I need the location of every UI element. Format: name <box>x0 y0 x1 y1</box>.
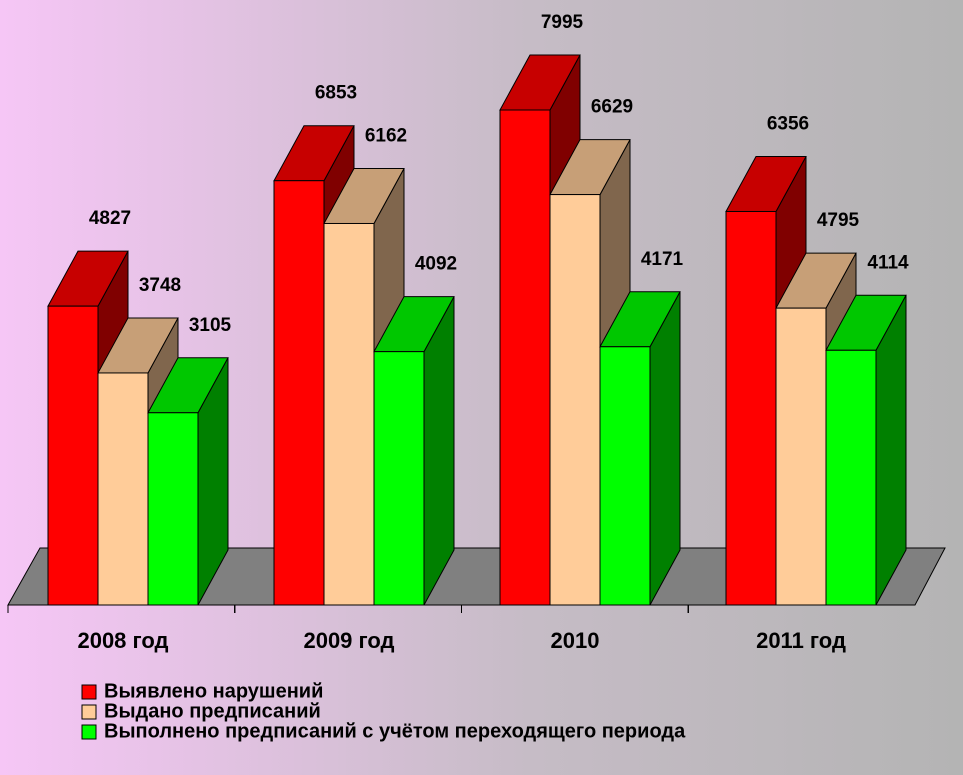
bar-front <box>273 180 325 606</box>
value-label: 3105 <box>189 315 232 336</box>
bar <box>825 294 907 606</box>
legend-swatch <box>81 704 97 720</box>
x-tick-label: 2011 год <box>756 628 846 653</box>
legend-swatch <box>81 684 97 700</box>
bar <box>147 357 229 606</box>
bar-front <box>775 307 827 606</box>
bar <box>373 296 455 606</box>
value-label: 6162 <box>365 126 407 147</box>
value-label: 4795 <box>817 210 860 231</box>
legend-label: Выявлено нарушений <box>104 680 323 702</box>
legend-swatch <box>81 724 97 740</box>
legend-label: Выдано предписаний <box>104 700 321 722</box>
bar <box>599 291 681 606</box>
legend-label: Выполнено предписаний с учётом переходящ… <box>104 720 686 742</box>
bar-front <box>549 194 601 606</box>
value-label: 6356 <box>767 113 809 134</box>
value-label: 4827 <box>89 208 131 229</box>
bar-front <box>323 222 375 606</box>
value-label: 6853 <box>315 83 357 104</box>
bar-front <box>499 109 551 606</box>
value-label: 7995 <box>541 12 584 33</box>
bar-front <box>725 210 777 606</box>
bar-front <box>97 372 149 606</box>
x-tick-label: 2009 год <box>303 628 394 653</box>
value-label: 6629 <box>591 97 633 118</box>
bar-front <box>47 305 99 606</box>
bar-front <box>373 351 425 606</box>
bar-front <box>825 349 877 606</box>
bar-front <box>147 412 199 606</box>
value-label: 4092 <box>415 254 457 275</box>
bar-front <box>599 346 651 606</box>
value-label: 3748 <box>139 275 181 296</box>
value-label: 4171 <box>641 249 684 270</box>
value-label: 4114 <box>867 252 909 273</box>
x-tick-label: 2008 год <box>77 628 168 653</box>
x-tick-label: 2010 <box>551 628 600 653</box>
